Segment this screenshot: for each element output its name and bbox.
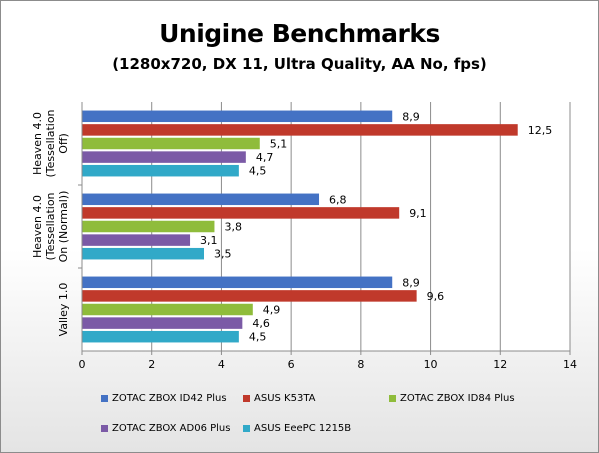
bar: [82, 247, 204, 260]
x-tick-label: 12: [493, 358, 507, 371]
data-label: 3,1: [200, 234, 218, 247]
bar: [82, 220, 215, 233]
chart-subtitle: (1280x720, DX 11, Ultra Quality, AA No, …: [112, 55, 487, 73]
data-label: 6,8: [329, 193, 347, 206]
category-label-line: Valley 1.0: [57, 283, 70, 337]
category-label-line: (Tessellation: [44, 192, 57, 260]
x-tick-label: 14: [563, 358, 577, 371]
data-label: 4,6: [252, 317, 269, 330]
chart-title: Unigine Benchmarks: [159, 19, 440, 48]
data-label: 9,6: [427, 290, 445, 303]
x-tick-label: 4: [218, 358, 225, 371]
category-label: Heaven 4.0 (Tessellation Off): [31, 109, 70, 177]
data-label: 5,1: [270, 138, 288, 151]
x-tick-label: 2: [148, 358, 155, 371]
legend-item: ZOTAC ZBOX AD06 Plus: [101, 423, 230, 434]
legend-label: ZOTAC ZBOX ID84 Plus: [400, 393, 515, 404]
data-label: 8,9: [402, 110, 420, 123]
category-label: Heaven 4.0 (Tessellation On (Normal)): [31, 191, 70, 263]
bar: [82, 110, 393, 123]
bar: [82, 317, 243, 329]
data-label: 12,5: [528, 124, 553, 137]
bar: [82, 124, 518, 136]
bar: [82, 234, 191, 246]
bar: [82, 330, 239, 343]
legend-swatch: [243, 425, 250, 432]
legend-swatch: [101, 425, 108, 432]
data-label: 3,5: [214, 248, 232, 261]
data-label: 8,9: [402, 276, 420, 289]
category-label: Valley 1.0: [57, 283, 70, 337]
category-label-line: Off): [57, 133, 70, 154]
legend-item: ASUS K53TA: [243, 393, 316, 404]
x-tick-label: 6: [288, 358, 295, 371]
legend-item: ZOTAC ZBOX ID42 Plus: [101, 393, 227, 404]
category-label-line: (Tessellation: [44, 109, 57, 177]
legend-label: ZOTAC ZBOX AD06 Plus: [112, 423, 231, 434]
bar: [82, 137, 260, 150]
data-label: 4,7: [256, 151, 273, 164]
bar: [82, 303, 253, 316]
bar: [82, 276, 393, 289]
data-label: 3,8: [224, 221, 242, 234]
legend-label: ASUS EeePC 1215B: [254, 423, 352, 434]
bar: [82, 207, 400, 219]
legend-label: ASUS K53TA: [254, 393, 316, 404]
category-label-line: On (Normal)): [57, 191, 70, 263]
bar: [82, 290, 417, 302]
legend-swatch: [243, 395, 250, 402]
bar: [82, 164, 239, 177]
bar: [82, 151, 246, 163]
category-label-line: Heaven 4.0: [31, 112, 44, 175]
category-label-line: Heaven 4.0: [31, 195, 44, 258]
legend-swatch: [101, 395, 108, 402]
x-tick-label: 8: [357, 358, 364, 371]
data-label: 4,5: [249, 331, 267, 344]
x-tick-label: 0: [79, 358, 86, 371]
legend-label: ZOTAC ZBOX ID42 Plus: [112, 393, 227, 404]
legend: ZOTAC ZBOX ID42 Plus ASUS K53TA ZOTAC ZBOX…: [101, 393, 571, 443]
bar: [82, 193, 320, 206]
legend-item: ASUS EeePC 1215B: [243, 423, 351, 434]
x-tick-label: 10: [424, 358, 438, 371]
data-label: 9,1: [409, 207, 427, 220]
data-label: 4,9: [263, 304, 281, 317]
legend-swatch: [389, 395, 396, 402]
data-label: 4,5: [249, 165, 267, 178]
legend-item: ZOTAC ZBOX ID84 Plus: [389, 393, 515, 404]
